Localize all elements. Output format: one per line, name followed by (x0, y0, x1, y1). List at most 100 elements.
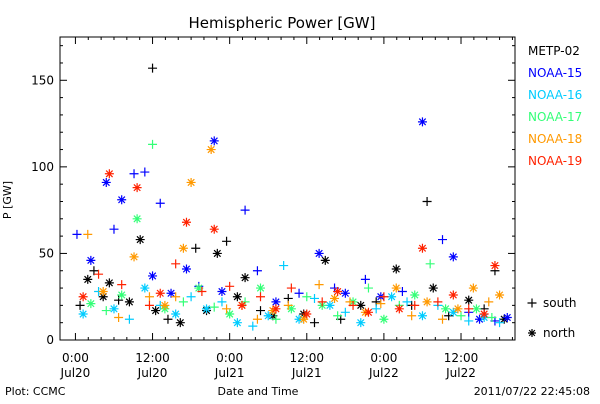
north-point-noaa-15 (448, 252, 458, 262)
south-point-metp-02 (309, 318, 319, 328)
south-point-noaa-15 (397, 287, 407, 297)
north-point-metp-02 (391, 264, 401, 274)
north-point-noaa-18 (422, 297, 432, 307)
north-point-noaa-19 (104, 169, 114, 179)
south-point-noaa-19 (379, 292, 389, 302)
south-point-noaa-17 (271, 314, 281, 324)
south-point-metp-02 (75, 300, 85, 310)
x-tick-time-label: 0:00 (216, 351, 243, 365)
south-point-noaa-18 (407, 311, 417, 321)
south-point-noaa-15 (72, 229, 82, 239)
north-point-noaa-19 (479, 309, 489, 319)
south-point-noaa-19 (433, 297, 443, 307)
north-point-noaa-16 (140, 283, 150, 293)
x-tick-date-label: Jul22 (368, 366, 399, 380)
north-point-noaa-16 (325, 300, 335, 310)
north-point-noaa-15 (340, 288, 350, 298)
y-tick-label: 100 (31, 160, 54, 174)
north-point-noaa-16 (356, 318, 366, 328)
south-point-noaa-17 (101, 306, 111, 316)
south-point-noaa-19 (286, 283, 296, 293)
north-point-noaa-19 (271, 304, 281, 314)
legend-marker-north (528, 329, 536, 337)
y-tick-label: 150 (31, 73, 54, 87)
north-point-noaa-17 (471, 304, 481, 314)
south-point-noaa-19 (225, 281, 235, 291)
axis-ticks: 0501001500:00Jul2012:00Jul200:00Jul2112:… (31, 37, 515, 380)
south-point-noaa-16 (371, 304, 381, 314)
south-point-noaa-19 (317, 297, 327, 307)
data-points (72, 63, 512, 331)
x-tick-time-label: 12:00 (444, 351, 479, 365)
north-point-metp-02 (83, 274, 93, 284)
south-point-noaa-19 (94, 269, 104, 279)
north-point-metp-02 (499, 314, 509, 324)
north-point-noaa-19 (78, 292, 88, 302)
x-tick-date-label: Jul21 (214, 366, 245, 380)
north-point-noaa-16 (78, 309, 88, 319)
north-point-metp-02 (135, 235, 145, 245)
north-point-noaa-16 (417, 311, 427, 321)
north-point-metp-02 (320, 255, 330, 265)
north-point-noaa-15 (181, 264, 191, 274)
legend-item-noaa-15: NOAA-15 (528, 66, 582, 80)
south-point-metp-02 (114, 295, 124, 305)
north-point-metp-02 (428, 283, 438, 293)
south-point-noaa-17 (148, 139, 158, 149)
south-point-noaa-19 (171, 259, 181, 269)
north-point-noaa-18 (178, 243, 188, 253)
north-point-metp-02 (464, 295, 474, 305)
south-point-metp-02 (444, 311, 454, 321)
north-point-noaa-16 (171, 309, 181, 319)
north-point-noaa-19 (302, 309, 312, 319)
south-point-noaa-17 (178, 297, 188, 307)
x-tick-time-label: 12:00 (135, 351, 170, 365)
north-point-noaa-15 (217, 287, 227, 297)
north-point-noaa-17 (256, 283, 266, 293)
legend-item-noaa-16: NOAA-16 (528, 88, 582, 102)
south-point-noaa-18 (222, 304, 232, 314)
north-point-noaa-19 (394, 304, 404, 314)
north-point-noaa-19 (448, 290, 458, 300)
north-point-noaa-18 (129, 252, 139, 262)
north-point-noaa-19 (132, 183, 142, 193)
north-point-metp-02 (240, 273, 250, 283)
legend-marker-label-south: south (543, 296, 577, 310)
south-point-noaa-16 (186, 292, 196, 302)
south-point-noaa-16 (248, 321, 258, 331)
south-point-noaa-16 (495, 318, 505, 328)
north-point-metp-02 (212, 248, 222, 258)
x-axis-label: Date and Time (218, 385, 299, 398)
north-point-noaa-19 (363, 307, 373, 317)
north-point-noaa-15 (475, 314, 485, 324)
north-point-metp-02 (151, 306, 161, 316)
north-point-noaa-15 (117, 195, 127, 205)
south-point-noaa-19 (117, 280, 127, 290)
x-tick-date-label: Jul21 (291, 366, 322, 380)
south-point-metp-02 (163, 314, 173, 324)
legend-marker-south (527, 298, 537, 308)
north-point-noaa-16 (232, 318, 242, 328)
north-point-noaa-17 (379, 314, 389, 324)
north-point-noaa-18 (160, 300, 170, 310)
south-point-metp-02 (148, 63, 158, 73)
north-point-metp-02 (175, 318, 185, 328)
plot-frame (59, 36, 516, 341)
south-point-noaa-19 (197, 287, 207, 297)
north-point-metp-02 (124, 297, 134, 307)
legend-item-noaa-17: NOAA-17 (528, 110, 582, 124)
north-point-noaa-18 (98, 287, 108, 297)
south-point-noaa-16 (217, 297, 227, 307)
north-point-metp-02 (268, 311, 278, 321)
north-point-noaa-15 (314, 248, 324, 258)
x-tick-time-label: 0:00 (370, 351, 397, 365)
chart-title: Hemispheric Power [GW] (189, 14, 376, 32)
north-point-noaa-18 (495, 290, 505, 300)
north-point-noaa-18 (391, 283, 401, 293)
north-point-noaa-15 (101, 177, 111, 187)
north-point-noaa-16 (294, 314, 304, 324)
south-point-noaa-15 (360, 274, 370, 284)
south-point-noaa-15 (155, 198, 165, 208)
